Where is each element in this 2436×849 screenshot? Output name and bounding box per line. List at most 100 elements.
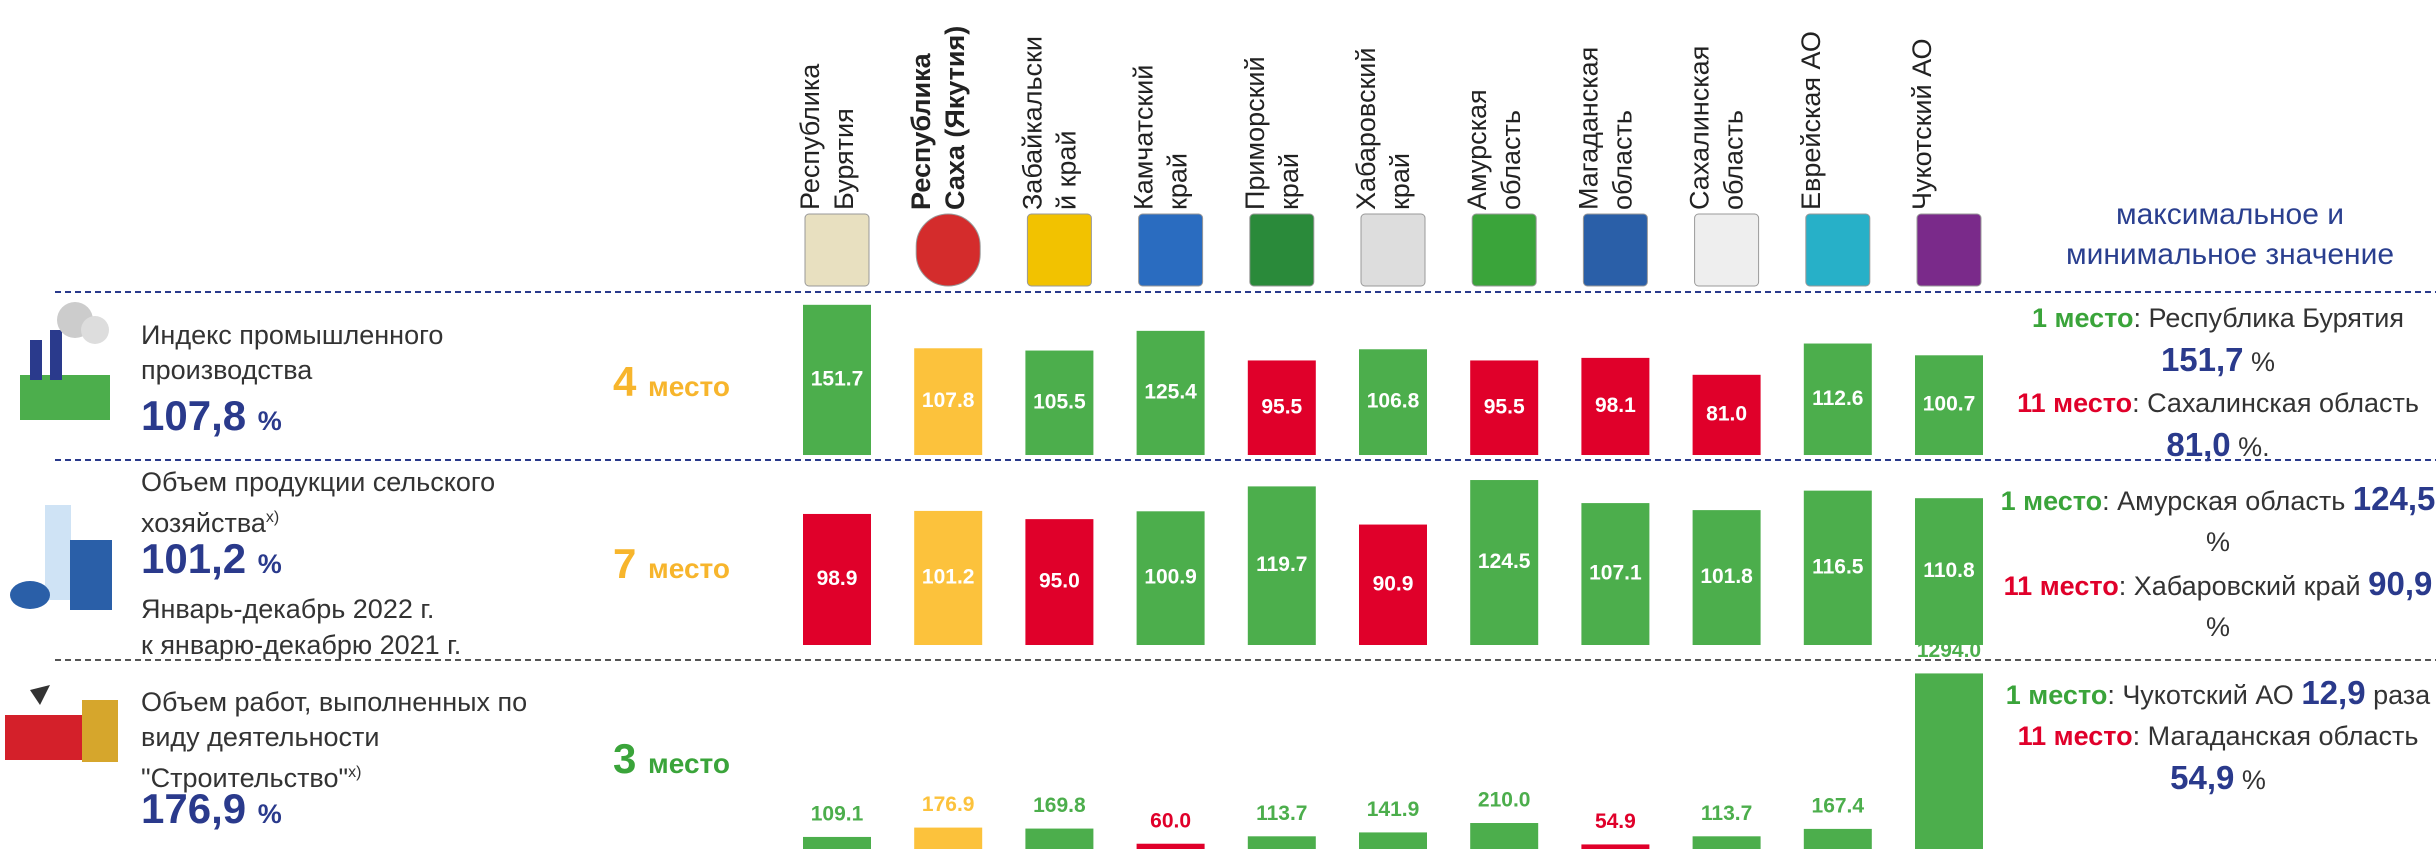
region-name: Республика [906, 52, 936, 210]
value-number: 107,8 [141, 392, 247, 439]
bar-label: 98.1 [1595, 394, 1636, 417]
region-emblem [804, 213, 870, 287]
bar-label: 176.9 [922, 793, 975, 816]
place: 3 место [613, 735, 730, 783]
note: к январю-декабрю 2021 г. [141, 630, 462, 660]
bar-label: 110.8 [1923, 559, 1975, 582]
indicator-value: 176,9 % [141, 785, 282, 833]
region-emblem [1138, 213, 1204, 287]
value-unit: % [257, 406, 282, 436]
summary-unit: % [2205, 527, 2230, 557]
summary-place: 11 место [2017, 721, 2133, 751]
label-text: Объем работ, выполненных по виду деятель… [141, 687, 528, 793]
bar [1581, 503, 1650, 645]
bar [914, 827, 983, 849]
region-name: Магаданская [1573, 47, 1603, 210]
bar [1359, 524, 1427, 645]
summary: 1 место: Амурская область 124,5 % 11 мест… [2000, 478, 2436, 648]
bar [1025, 828, 1094, 849]
summary-value: 12,9 [2301, 674, 2366, 711]
note: Январь-декабрь 2022 г. [141, 594, 435, 624]
bar [1692, 836, 1761, 849]
summary: 1 место: Чукотский АО 12,9 раза 11 место:… [2000, 672, 2436, 801]
summary-text: : Хабаровский край [2118, 571, 2361, 601]
value-unit: % [257, 799, 282, 829]
region-emblem [915, 213, 981, 287]
bar-label: 95.5 [1484, 395, 1525, 418]
summary-bottom: 11 место: Хабаровский край 90,9 % [2000, 563, 2436, 648]
bar-label: 98.9 [817, 567, 858, 590]
bar [1359, 832, 1427, 849]
region-emblem [1249, 213, 1315, 287]
indicator-label: Индекс промышленного производства [141, 318, 571, 388]
region-emblem [1916, 213, 1982, 287]
label-sup: х) [348, 764, 362, 781]
bar-label: 119.7 [1256, 553, 1307, 576]
bar [803, 304, 871, 455]
bar [1247, 360, 1316, 455]
region-name: Чукотский АО [1907, 39, 1937, 211]
bar-label: 81.0 [1706, 402, 1747, 425]
bar-label: 101.8 [1700, 565, 1753, 588]
bar-label: 107.1 [1589, 562, 1642, 585]
summary-unit: % [2205, 612, 2230, 642]
region-name: область [1607, 110, 1637, 210]
place-number: 4 [613, 358, 637, 405]
bar-label: 90.9 [1373, 572, 1414, 595]
value-number: 101,2 [141, 535, 247, 582]
summary-top: 1 место: Республика Бурятия 151,7 % [2000, 298, 2436, 383]
summary-bottom: 11 место: Сахалинская область 81,0 %. [2000, 383, 2436, 468]
bar-label: 54.9 [1595, 810, 1636, 833]
region-name: Бурятия [829, 108, 859, 210]
summary-place: 1 место [2005, 680, 2108, 710]
bar [914, 510, 983, 645]
region-emblem [1694, 213, 1760, 287]
region-emblem [1471, 213, 1537, 287]
bar [803, 513, 871, 645]
bar-label: 109.1 [811, 802, 864, 825]
bar-label: 141.9 [1367, 798, 1420, 821]
icon-milk [10, 505, 112, 610]
summary-text: : Сахалинская область [2132, 388, 2419, 418]
bar [803, 836, 871, 849]
bar [1915, 355, 1983, 455]
place-word: место [648, 371, 730, 402]
summary-value: 90,9 [2368, 565, 2433, 602]
value-number: 176,9 [141, 785, 247, 832]
region-name: Хабаровский [1351, 48, 1381, 210]
indicator-label: Объем продукции сельского хозяйствах) [141, 465, 571, 541]
region-name: край [1385, 153, 1415, 210]
summary-value: 124,5 [2352, 480, 2436, 517]
place-word: место [648, 748, 730, 779]
summary-place: 11 место [2017, 388, 2133, 418]
region-name: Забайкальски [1017, 36, 1047, 210]
bar [1915, 498, 1983, 645]
indicator-label: Объем работ, выполненных по виду деятель… [141, 685, 571, 796]
region-name: Сахалинская [1685, 46, 1715, 210]
bar-label: 210.0 [1478, 789, 1531, 812]
summary-unit: раза [2373, 680, 2431, 710]
bar [1025, 350, 1094, 455]
summary-value: 151,7 [2160, 341, 2244, 378]
region-name: й край [1051, 130, 1081, 210]
bar-label: 100.9 [1144, 566, 1197, 589]
bar-label: 113.7 [1701, 802, 1752, 825]
region-name: край [1274, 153, 1304, 210]
bar [1470, 823, 1539, 849]
region-name: край [1163, 153, 1193, 210]
bar-label: 116.5 [1812, 555, 1864, 578]
bar-label: 106.8 [1367, 390, 1420, 413]
bar [1692, 374, 1761, 455]
region-emblem [1805, 213, 1871, 287]
summary-bottom: 11 место: Магаданская область 54,9 % [2000, 716, 2436, 801]
bar [1915, 673, 1983, 849]
region-name: область [1496, 110, 1526, 210]
bar-label: 1294.0 [1917, 639, 1981, 662]
summary-text: : Республика Бурятия [2133, 303, 2405, 333]
summary-unit: % [2241, 765, 2266, 795]
bar-label: 105.5 [1033, 390, 1086, 413]
region-name: область [1719, 110, 1749, 210]
icon-factory [20, 302, 110, 420]
bar-label: 107.8 [922, 389, 975, 412]
